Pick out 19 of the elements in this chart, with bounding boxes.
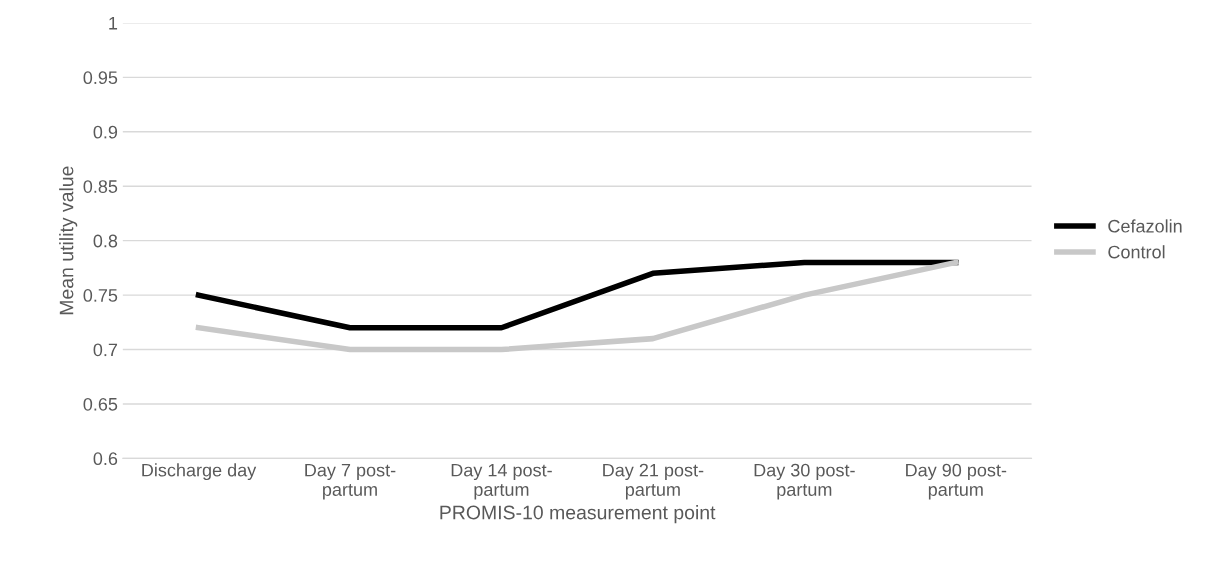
y-tick-label: 0.85 — [83, 180, 118, 193]
y-tick-label: 0.7 — [93, 343, 118, 357]
y-tick-label: 0.9 — [93, 125, 118, 139]
x-tick-label: Day 7 post- partum — [305, 463, 396, 500]
y-tick-label: 0.75 — [83, 289, 118, 302]
legend-label: Cefazolin — [1108, 219, 1182, 233]
y-tick-label: 0.65 — [83, 397, 118, 411]
y-tick-label: 1 — [109, 17, 118, 30]
x-tick-label: Day 14 post- partum — [451, 463, 552, 500]
y-axis-title: Mean utility value — [59, 166, 78, 315]
x-tick-label: Day 90 post- partum — [906, 463, 1007, 500]
x-tick-label: Day 30 post- partum — [754, 463, 855, 500]
y-tick-label: 0.95 — [83, 71, 118, 85]
x-axis-title: PROMIS-10 measurement point — [440, 505, 716, 524]
y-tick-label: 0.6 — [93, 452, 118, 466]
x-tick-label: Discharge day — [142, 463, 257, 481]
legend-label: Control — [1108, 245, 1165, 259]
x-tick-label: Day 21 post- partum — [603, 463, 704, 500]
y-tick-label: 0.8 — [93, 234, 118, 248]
